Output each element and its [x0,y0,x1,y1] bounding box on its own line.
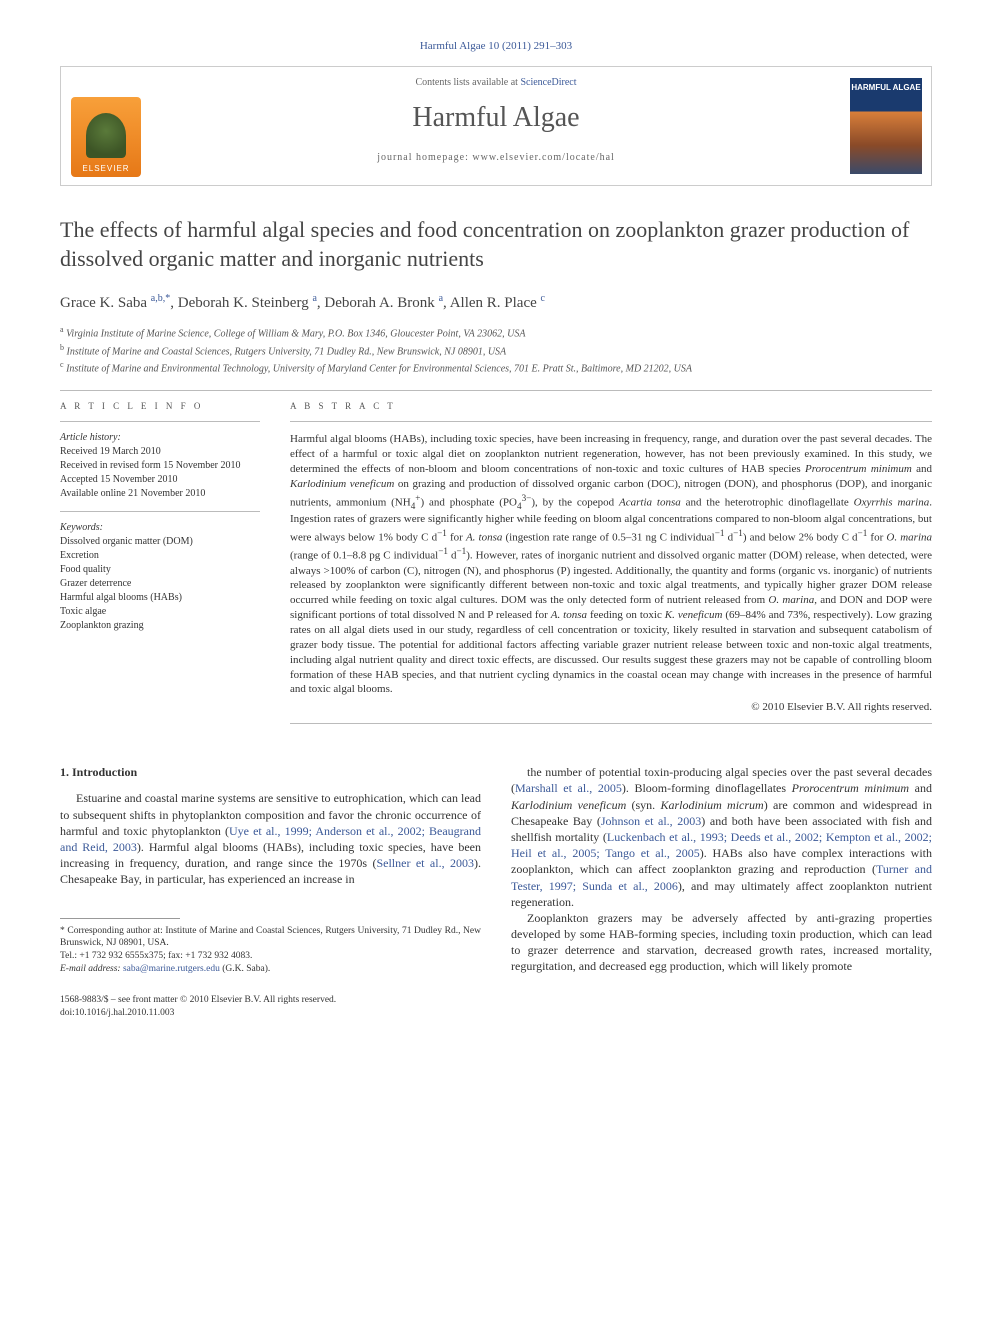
email-line: E-mail address: saba@marine.rutgers.edu … [60,963,481,976]
history-line: Received in revised form 15 November 201… [60,459,260,473]
abstract-column: A B S T R A C T Harmful algal blooms (HA… [290,401,932,734]
keyword: Excretion [60,549,260,563]
email-link[interactable]: saba@marine.rutgers.edu [123,964,220,974]
journal-masthead: ELSEVIER Contents lists available at Sci… [60,66,932,186]
author[interactable]: Grace K. Saba a,b,* [60,295,170,311]
section-heading: 1. Introduction [60,764,481,780]
publisher-logo-area: ELSEVIER [61,67,151,185]
divider [290,421,932,422]
article-info-sidebar: A R T I C L E I N F O Article history: R… [60,401,260,734]
affiliation: a Virginia Institute of Marine Science, … [60,324,932,341]
contents-prefix: Contents lists available at [415,77,520,88]
author[interactable]: Allen R. Place c [450,295,545,311]
footnotes: * Corresponding author at: Institute of … [60,925,481,976]
masthead-center: Contents lists available at ScienceDirec… [151,67,841,185]
body-right-column: the number of potential toxin-producing … [511,764,932,1019]
affiliation: c Institute of Marine and Environmental … [60,359,932,376]
elsevier-wordmark: ELSEVIER [82,164,129,173]
journal-cover-area: HARMFUL ALGAE [841,67,931,185]
journal-cover-thumbnail[interactable]: HARMFUL ALGAE [850,78,922,174]
abstract-copyright: © 2010 Elsevier B.V. All rights reserved… [290,701,932,713]
journal-homepage-line: journal homepage: www.elsevier.com/locat… [151,152,841,163]
abstract-header: A B S T R A C T [290,401,932,411]
article-history-label: Article history: [60,432,260,443]
contents-available-line: Contents lists available at ScienceDirec… [151,77,841,88]
keyword: Zooplankton grazing [60,619,260,633]
author[interactable]: Deborah A. Bronk a [324,295,443,311]
elsevier-tree-icon [86,113,126,158]
homepage-url[interactable]: www.elsevier.com/locate/hal [472,152,614,163]
tel-fax-line: Tel.: +1 732 932 6555x375; fax: +1 732 9… [60,950,481,963]
history-line: Available online 21 November 2010 [60,487,260,501]
affiliations: a Virginia Institute of Marine Science, … [60,324,932,376]
running-header: Harmful Algae 10 (2011) 291–303 [60,40,932,52]
corresponding-author-note: * Corresponding author at: Institute of … [60,925,481,951]
divider [60,390,932,391]
history-line: Received 19 March 2010 [60,445,260,459]
elsevier-logo[interactable]: ELSEVIER [71,97,141,177]
email-paren: (G.K. Saba). [222,964,270,974]
affiliation: b Institute of Marine and Coastal Scienc… [60,342,932,359]
article-title: The effects of harmful algal species and… [60,216,932,273]
doi-line[interactable]: doi:10.1016/j.hal.2010.11.003 [60,1007,481,1020]
keyword: Harmful algal blooms (HABs) [60,591,260,605]
article-info-header: A R T I C L E I N F O [60,401,260,411]
homepage-prefix: journal homepage: [377,152,472,163]
issn-line: 1568-9883/$ – see front matter © 2010 El… [60,994,481,1007]
keywords-label: Keywords: [60,522,260,533]
body-paragraph: the number of potential toxin-producing … [511,764,932,910]
keyword: Toxic algae [60,605,260,619]
email-label: E-mail address: [60,964,121,974]
divider [290,723,932,724]
abstract-text: Harmful algal blooms (HABs), including t… [290,432,932,697]
keyword: Grazer deterrence [60,577,260,591]
journal-name: Harmful Algae [151,102,841,134]
keyword: Food quality [60,563,260,577]
footnote-rule [60,918,180,919]
article-history-block: Article history: Received 19 March 2010 … [60,432,260,512]
body-two-column: 1. Introduction Estuarine and coastal ma… [60,764,932,1019]
body-paragraph: Estuarine and coastal marine systems are… [60,790,481,887]
author-list: Grace K. Saba a,b,*, Deborah K. Steinber… [60,293,932,312]
body-left-column: 1. Introduction Estuarine and coastal ma… [60,764,481,1019]
history-line: Accepted 15 November 2010 [60,473,260,487]
body-paragraph: Zooplankton grazers may be adversely aff… [511,910,932,975]
issn-copyright-line: 1568-9883/$ – see front matter © 2010 El… [60,994,481,1020]
keywords-block: Keywords: Dissolved organic matter (DOM)… [60,522,260,643]
author[interactable]: Deborah K. Steinberg a [178,295,317,311]
divider [60,421,260,422]
sciencedirect-link[interactable]: ScienceDirect [520,77,576,88]
journal-cover-title: HARMFUL ALGAE [850,84,922,93]
keyword: Dissolved organic matter (DOM) [60,535,260,549]
